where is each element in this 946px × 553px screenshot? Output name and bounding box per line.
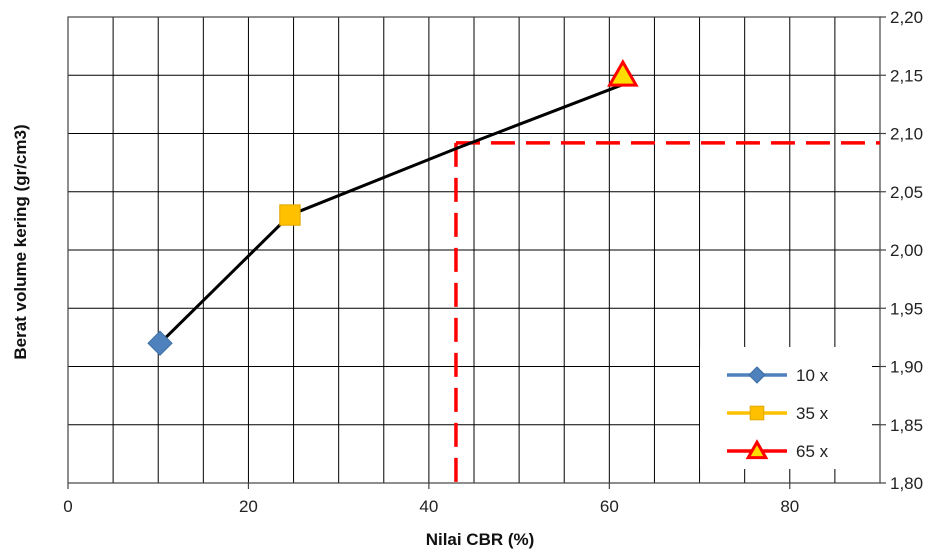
x-tick-label: 0 [63,497,72,516]
y-tick-label: 1,85 [890,416,923,435]
y-axis-title: Berat volume kering (gr/cm3) [11,124,30,359]
legend: 10 x 35 x 65 x [700,347,872,469]
fit-line [158,83,624,345]
axes [67,16,886,489]
y-tick-label: 2,00 [890,241,923,260]
fit-curve [158,83,624,345]
legend-label: 10 x [796,366,829,385]
legend-label: 35 x [796,404,829,423]
y-tick-label: 1,90 [890,358,923,377]
legend-marker-triangle [745,439,769,460]
data-point-square [279,204,301,226]
data-markers [147,59,639,356]
reference-lines [454,141,880,483]
x-tick-label: 60 [600,497,619,516]
data-point-triangle [607,59,639,87]
y-tick-label: 2,05 [890,183,923,202]
y-tick-label: 1,80 [890,474,923,493]
y-tick-label: 2,15 [890,66,923,85]
legend-box [700,347,872,469]
y-tick-label: 1,95 [890,299,923,318]
x-tick-label: 20 [239,497,258,516]
data-point-diamond [147,330,173,356]
y-tick-label: 2,10 [890,125,923,144]
x-axis-title: Nilai CBR (%) [426,530,535,549]
legend-marker-square [749,405,765,421]
y-tick-label: 2,20 [890,8,923,27]
legend-marker-diamond [748,366,766,384]
legend-label: 65 x [796,442,829,461]
x-tick-label: 40 [419,497,438,516]
tick-labels: 0 20 40 60 80 1,80 1,85 1,90 1,95 2,00 2,05 2,10 2,1… [63,8,923,516]
x-tick-label: 80 [780,497,799,516]
